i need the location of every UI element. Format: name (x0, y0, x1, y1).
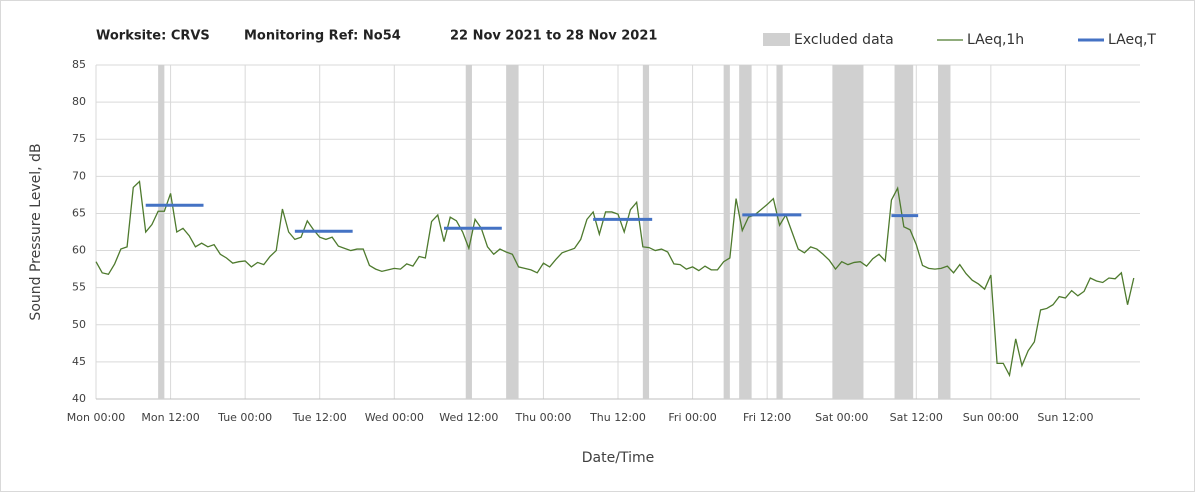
x-tick-label: Sun 00:00 (963, 411, 1019, 424)
x-tick-label: Wed 12:00 (439, 411, 498, 424)
y-tick-label: 40 (72, 392, 86, 405)
x-tick-label: Sun 12:00 (1037, 411, 1093, 424)
x-tick-label: Wed 00:00 (365, 411, 424, 424)
chart-title: Monitoring Ref: No54 (244, 29, 401, 44)
legend-label: LAeq,1h (967, 32, 1024, 48)
y-tick-label: 85 (72, 58, 86, 71)
excluded-band (723, 65, 730, 399)
x-tick-label: Thu 12:00 (589, 411, 646, 424)
x-tick-label: Tue 00:00 (217, 411, 272, 424)
legend-swatch (763, 33, 790, 46)
excluded-band (894, 65, 914, 399)
legend-label: Excluded data (794, 32, 894, 48)
y-tick-label: 75 (72, 132, 86, 145)
x-tick-label: Sat 12:00 (890, 411, 943, 424)
chart-title: Worksite: CRVS (96, 29, 210, 44)
y-tick-label: 55 (72, 281, 86, 294)
y-tick-label: 45 (72, 355, 86, 368)
excluded-band (776, 65, 783, 399)
excluded-band (832, 65, 864, 399)
line-series (95, 180, 1135, 378)
chart-title: 22 Nov 2021 to 28 Nov 2021 (450, 29, 657, 44)
y-tick-label: 60 (72, 244, 86, 257)
y-axis-title: Sound Pressure Level, dB (28, 143, 44, 320)
y-tick-label: 70 (72, 169, 86, 182)
excluded-band (642, 65, 650, 399)
x-tick-label: Sat 00:00 (815, 411, 868, 424)
y-tick-label: 50 (72, 318, 86, 331)
y-tick-label: 65 (72, 206, 86, 219)
x-tick-label: Tue 12:00 (292, 411, 347, 424)
excluded-band (506, 65, 519, 399)
y-tick-label: 80 (72, 95, 86, 108)
excluded-band (158, 65, 165, 399)
excluded-band (739, 65, 752, 399)
x-tick-label: Fri 12:00 (743, 411, 791, 424)
excluded-band (465, 65, 472, 399)
x-tick-label: Mon 00:00 (67, 411, 125, 424)
legend-label: LAeq,T (1108, 32, 1156, 48)
excluded-band (938, 65, 951, 399)
x-tick-label: Fri 00:00 (668, 411, 716, 424)
x-tick-label: Thu 00:00 (514, 411, 571, 424)
x-axis-title: Date/Time (582, 450, 654, 466)
x-tick-label: Mon 12:00 (141, 411, 199, 424)
